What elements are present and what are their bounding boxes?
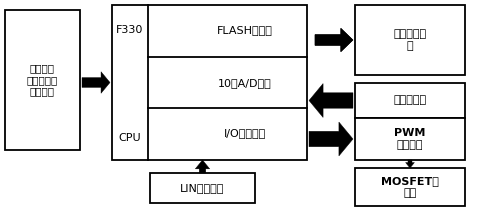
Text: F330: F330 (116, 25, 144, 35)
Polygon shape (82, 72, 110, 93)
Polygon shape (309, 122, 353, 156)
Bar (150, 173, 255, 203)
Polygon shape (315, 28, 353, 52)
Polygon shape (315, 28, 353, 52)
Text: 模糊控制算
法: 模糊控制算 法 (393, 29, 427, 51)
Text: PWM
控制信号: PWM 控制信号 (394, 128, 426, 150)
Text: CPU: CPU (119, 133, 141, 143)
Text: MOSFET驱
动器: MOSFET驱 动器 (381, 176, 439, 198)
Text: FLASH存储器: FLASH存储器 (217, 25, 273, 35)
Polygon shape (406, 160, 414, 168)
Bar (355, 83, 465, 118)
Text: 雨量传感器: 雨量传感器 (393, 96, 427, 106)
Text: 上电复位
低电压检测
看门狗等: 上电复位 低电压检测 看门狗等 (27, 63, 58, 97)
Bar (355, 168, 465, 206)
Bar (5, 10, 80, 150)
Text: LIN总线接口: LIN总线接口 (180, 183, 225, 193)
Bar (355, 118, 465, 160)
Text: I/O控制端口: I/O控制端口 (224, 128, 266, 138)
Text: 10位A/D转换: 10位A/D转换 (218, 78, 272, 88)
Bar (355, 5, 465, 75)
Polygon shape (309, 84, 353, 118)
Polygon shape (195, 160, 210, 173)
Bar (112, 5, 307, 160)
